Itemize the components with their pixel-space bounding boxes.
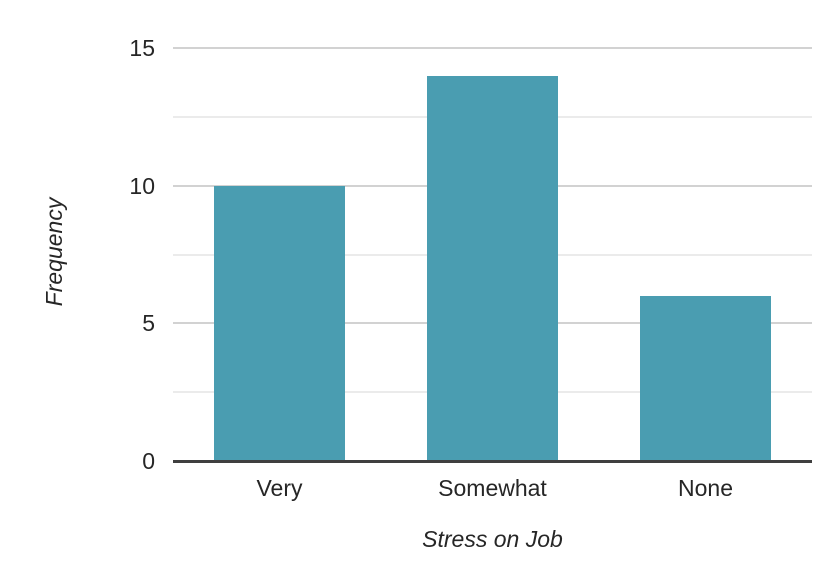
y-tick-label: 10 [129, 173, 155, 199]
y-tick-label: 15 [129, 35, 155, 61]
x-tick-label: Very [256, 475, 303, 501]
y-tick-label: 5 [142, 310, 155, 336]
y-axis-title: Frequency [41, 197, 67, 307]
y-tick-label: 0 [142, 448, 155, 474]
bar-none [640, 296, 771, 461]
x-axis-title: Stress on Job [422, 526, 563, 552]
plot-area [173, 47, 812, 463]
x-tick-label: None [678, 475, 733, 501]
x-axis-line [173, 460, 812, 463]
x-tick-label: Somewhat [438, 475, 547, 501]
bar-very [214, 186, 345, 461]
bar-somewhat [427, 76, 558, 461]
gridline-major [173, 47, 812, 49]
